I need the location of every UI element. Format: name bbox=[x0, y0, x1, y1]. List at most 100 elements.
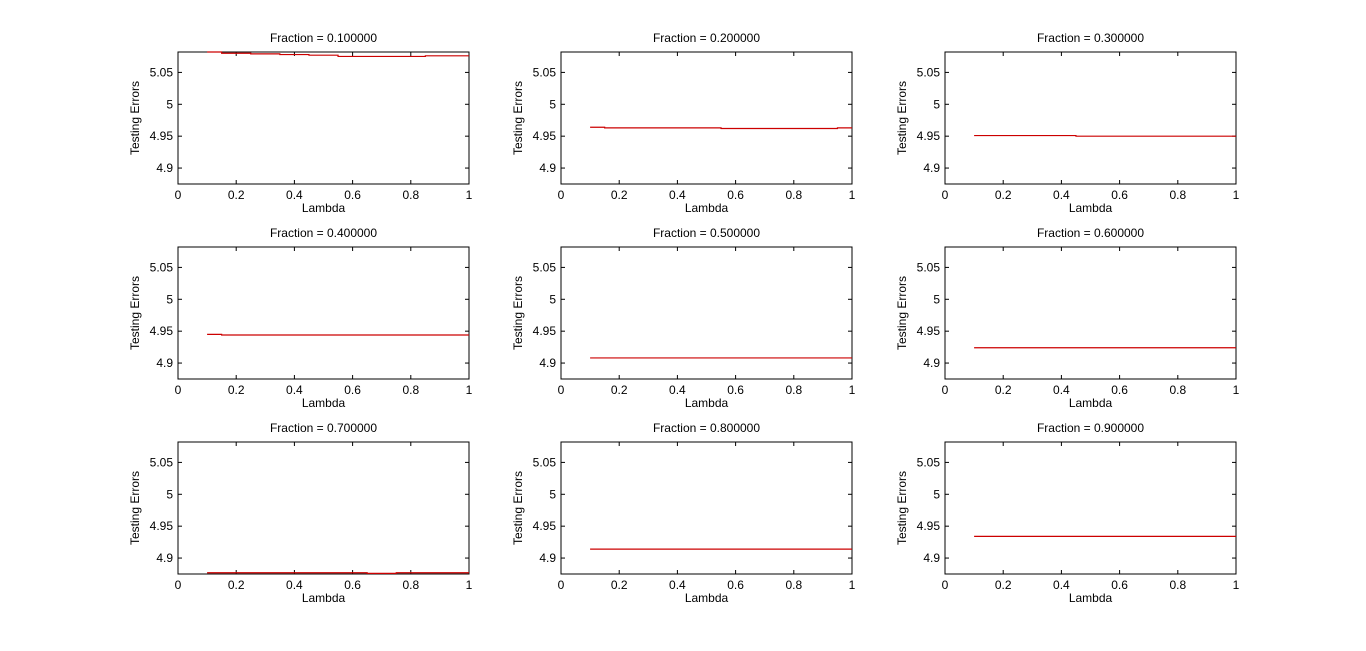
x-axis-label: Lambda bbox=[302, 201, 346, 215]
x-tick-label: 0.4 bbox=[1053, 383, 1070, 397]
subplot-title: Fraction = 0.200000 bbox=[653, 31, 760, 45]
y-tick-label: 4.95 bbox=[533, 519, 557, 533]
x-tick-label: 0.6 bbox=[1111, 383, 1128, 397]
y-tick-label: 4.9 bbox=[923, 356, 940, 370]
subplot-9: Fraction = 0.900000 0 0.2 0.4 0.6 0.8 1 4.9 4.95… bbox=[895, 421, 1240, 605]
x-tick-label: 0.8 bbox=[785, 188, 802, 202]
x-tick-label: 1 bbox=[1233, 578, 1240, 592]
x-tick-label: 0 bbox=[942, 383, 949, 397]
y-tick-label: 5.05 bbox=[917, 260, 941, 274]
x-tick-label: 0.4 bbox=[286, 578, 303, 592]
x-tick-label: 0.4 bbox=[669, 383, 686, 397]
subplot-4: Fraction = 0.400000 0 0.2 0.4 0.6 0.8 1 4.9 4.95… bbox=[128, 226, 473, 410]
y-tick-label: 5 bbox=[549, 97, 556, 111]
x-tick-label: 0 bbox=[558, 578, 565, 592]
subplot-3: Fraction = 0.300000 0 0.2 0.4 0.6 0.8 1 4.9 4.95… bbox=[895, 31, 1240, 215]
x-tick-label: 0.8 bbox=[1169, 578, 1186, 592]
y-tick-label: 5 bbox=[166, 97, 173, 111]
x-tick-label: 0.6 bbox=[1111, 188, 1128, 202]
y-tick-label: 4.95 bbox=[533, 129, 557, 143]
subplot-5: Fraction = 0.500000 0 0.2 0.4 0.6 0.8 1 4.9 4.95… bbox=[511, 226, 856, 410]
subplot-title: Fraction = 0.600000 bbox=[1037, 226, 1144, 240]
subplot-title: Fraction = 0.100000 bbox=[270, 31, 377, 45]
subplot-title: Fraction = 0.300000 bbox=[1037, 31, 1144, 45]
subplot-title: Fraction = 0.500000 bbox=[653, 226, 760, 240]
x-tick-label: 0.2 bbox=[611, 578, 628, 592]
x-tick-label: 0.2 bbox=[228, 578, 245, 592]
x-tick-label: 0.2 bbox=[611, 188, 628, 202]
y-tick-label: 4.9 bbox=[539, 356, 556, 370]
subplot-title: Fraction = 0.400000 bbox=[270, 226, 377, 240]
y-tick-label: 5 bbox=[933, 97, 940, 111]
y-tick-label: 4.95 bbox=[150, 519, 174, 533]
y-tick-label: 5 bbox=[549, 292, 556, 306]
x-tick-label: 1 bbox=[466, 188, 473, 202]
x-tick-label: 0.2 bbox=[611, 383, 628, 397]
y-tick-label: 4.9 bbox=[156, 551, 173, 565]
y-tick-label: 4.95 bbox=[150, 324, 174, 338]
axes-box bbox=[560, 246, 853, 380]
subplot-title: Fraction = 0.700000 bbox=[270, 421, 377, 435]
y-tick-label: 5.05 bbox=[917, 455, 941, 469]
axes-box bbox=[177, 51, 470, 185]
x-tick-label: 0 bbox=[942, 188, 949, 202]
y-tick-label: 5.05 bbox=[150, 65, 174, 79]
y-tick-label: 5 bbox=[933, 487, 940, 501]
series-line bbox=[974, 134, 1236, 137]
x-tick-label: 0.6 bbox=[1111, 578, 1128, 592]
subplot-7: Fraction = 0.700000 0 0.2 0.4 0.6 0.8 1 4.9 4.95… bbox=[128, 421, 473, 605]
axes-box bbox=[944, 441, 1237, 575]
x-tick-label: 0 bbox=[942, 578, 949, 592]
x-tick-label: 0.6 bbox=[727, 383, 744, 397]
x-tick-label: 0.4 bbox=[1053, 578, 1070, 592]
y-axis-label: Testing Errors bbox=[128, 81, 142, 155]
x-tick-label: 0.2 bbox=[995, 578, 1012, 592]
x-tick-label: 0.8 bbox=[402, 188, 419, 202]
y-tick-label: 4.9 bbox=[923, 161, 940, 175]
y-tick-label: 4.95 bbox=[533, 324, 557, 338]
x-tick-label: 0.6 bbox=[344, 383, 361, 397]
subplot-2: Fraction = 0.200000 0 0.2 0.4 0.6 0.8 1 4.9 4.95… bbox=[511, 31, 856, 215]
x-tick-label: 1 bbox=[1233, 383, 1240, 397]
x-tick-label: 0 bbox=[558, 383, 565, 397]
x-tick-label: 0.8 bbox=[1169, 383, 1186, 397]
axes-box bbox=[177, 441, 470, 575]
subplot-6: Fraction = 0.600000 0 0.2 0.4 0.6 0.8 1 4.9 4.95… bbox=[895, 226, 1240, 410]
y-axis-label: Testing Errors bbox=[895, 471, 909, 545]
y-axis-label: Testing Errors bbox=[128, 276, 142, 350]
x-axis-label: Lambda bbox=[685, 396, 729, 410]
x-axis-label: Lambda bbox=[302, 396, 346, 410]
y-tick-label: 4.9 bbox=[539, 161, 556, 175]
y-axis-label: Testing Errors bbox=[511, 471, 525, 545]
axes-box bbox=[177, 246, 470, 380]
x-tick-label: 0.8 bbox=[402, 578, 419, 592]
x-tick-label: 0.6 bbox=[727, 578, 744, 592]
series-line bbox=[207, 333, 469, 336]
x-tick-label: 0.8 bbox=[785, 383, 802, 397]
x-tick-label: 1 bbox=[849, 578, 856, 592]
axes-box bbox=[560, 441, 853, 575]
y-tick-label: 4.9 bbox=[539, 551, 556, 565]
y-tick-label: 5.05 bbox=[917, 65, 941, 79]
x-tick-label: 0.8 bbox=[1169, 188, 1186, 202]
x-axis-label: Lambda bbox=[685, 591, 729, 605]
x-tick-label: 0.2 bbox=[995, 188, 1012, 202]
x-tick-label: 0 bbox=[175, 578, 182, 592]
y-axis-label: Testing Errors bbox=[511, 81, 525, 155]
y-tick-label: 4.95 bbox=[917, 129, 941, 143]
y-tick-label: 4.9 bbox=[156, 356, 173, 370]
x-tick-label: 0.8 bbox=[402, 383, 419, 397]
y-tick-label: 5.05 bbox=[533, 65, 557, 79]
y-tick-label: 5.05 bbox=[533, 260, 557, 274]
x-axis-label: Lambda bbox=[302, 591, 346, 605]
y-tick-label: 4.9 bbox=[923, 551, 940, 565]
x-tick-label: 0.2 bbox=[995, 383, 1012, 397]
subplot-title: Fraction = 0.900000 bbox=[1037, 421, 1144, 435]
x-tick-label: 0 bbox=[558, 188, 565, 202]
y-tick-label: 4.95 bbox=[917, 324, 941, 338]
series-line bbox=[590, 126, 852, 130]
x-tick-label: 0.2 bbox=[228, 383, 245, 397]
y-tick-label: 5 bbox=[166, 292, 173, 306]
x-tick-label: 0.2 bbox=[228, 188, 245, 202]
